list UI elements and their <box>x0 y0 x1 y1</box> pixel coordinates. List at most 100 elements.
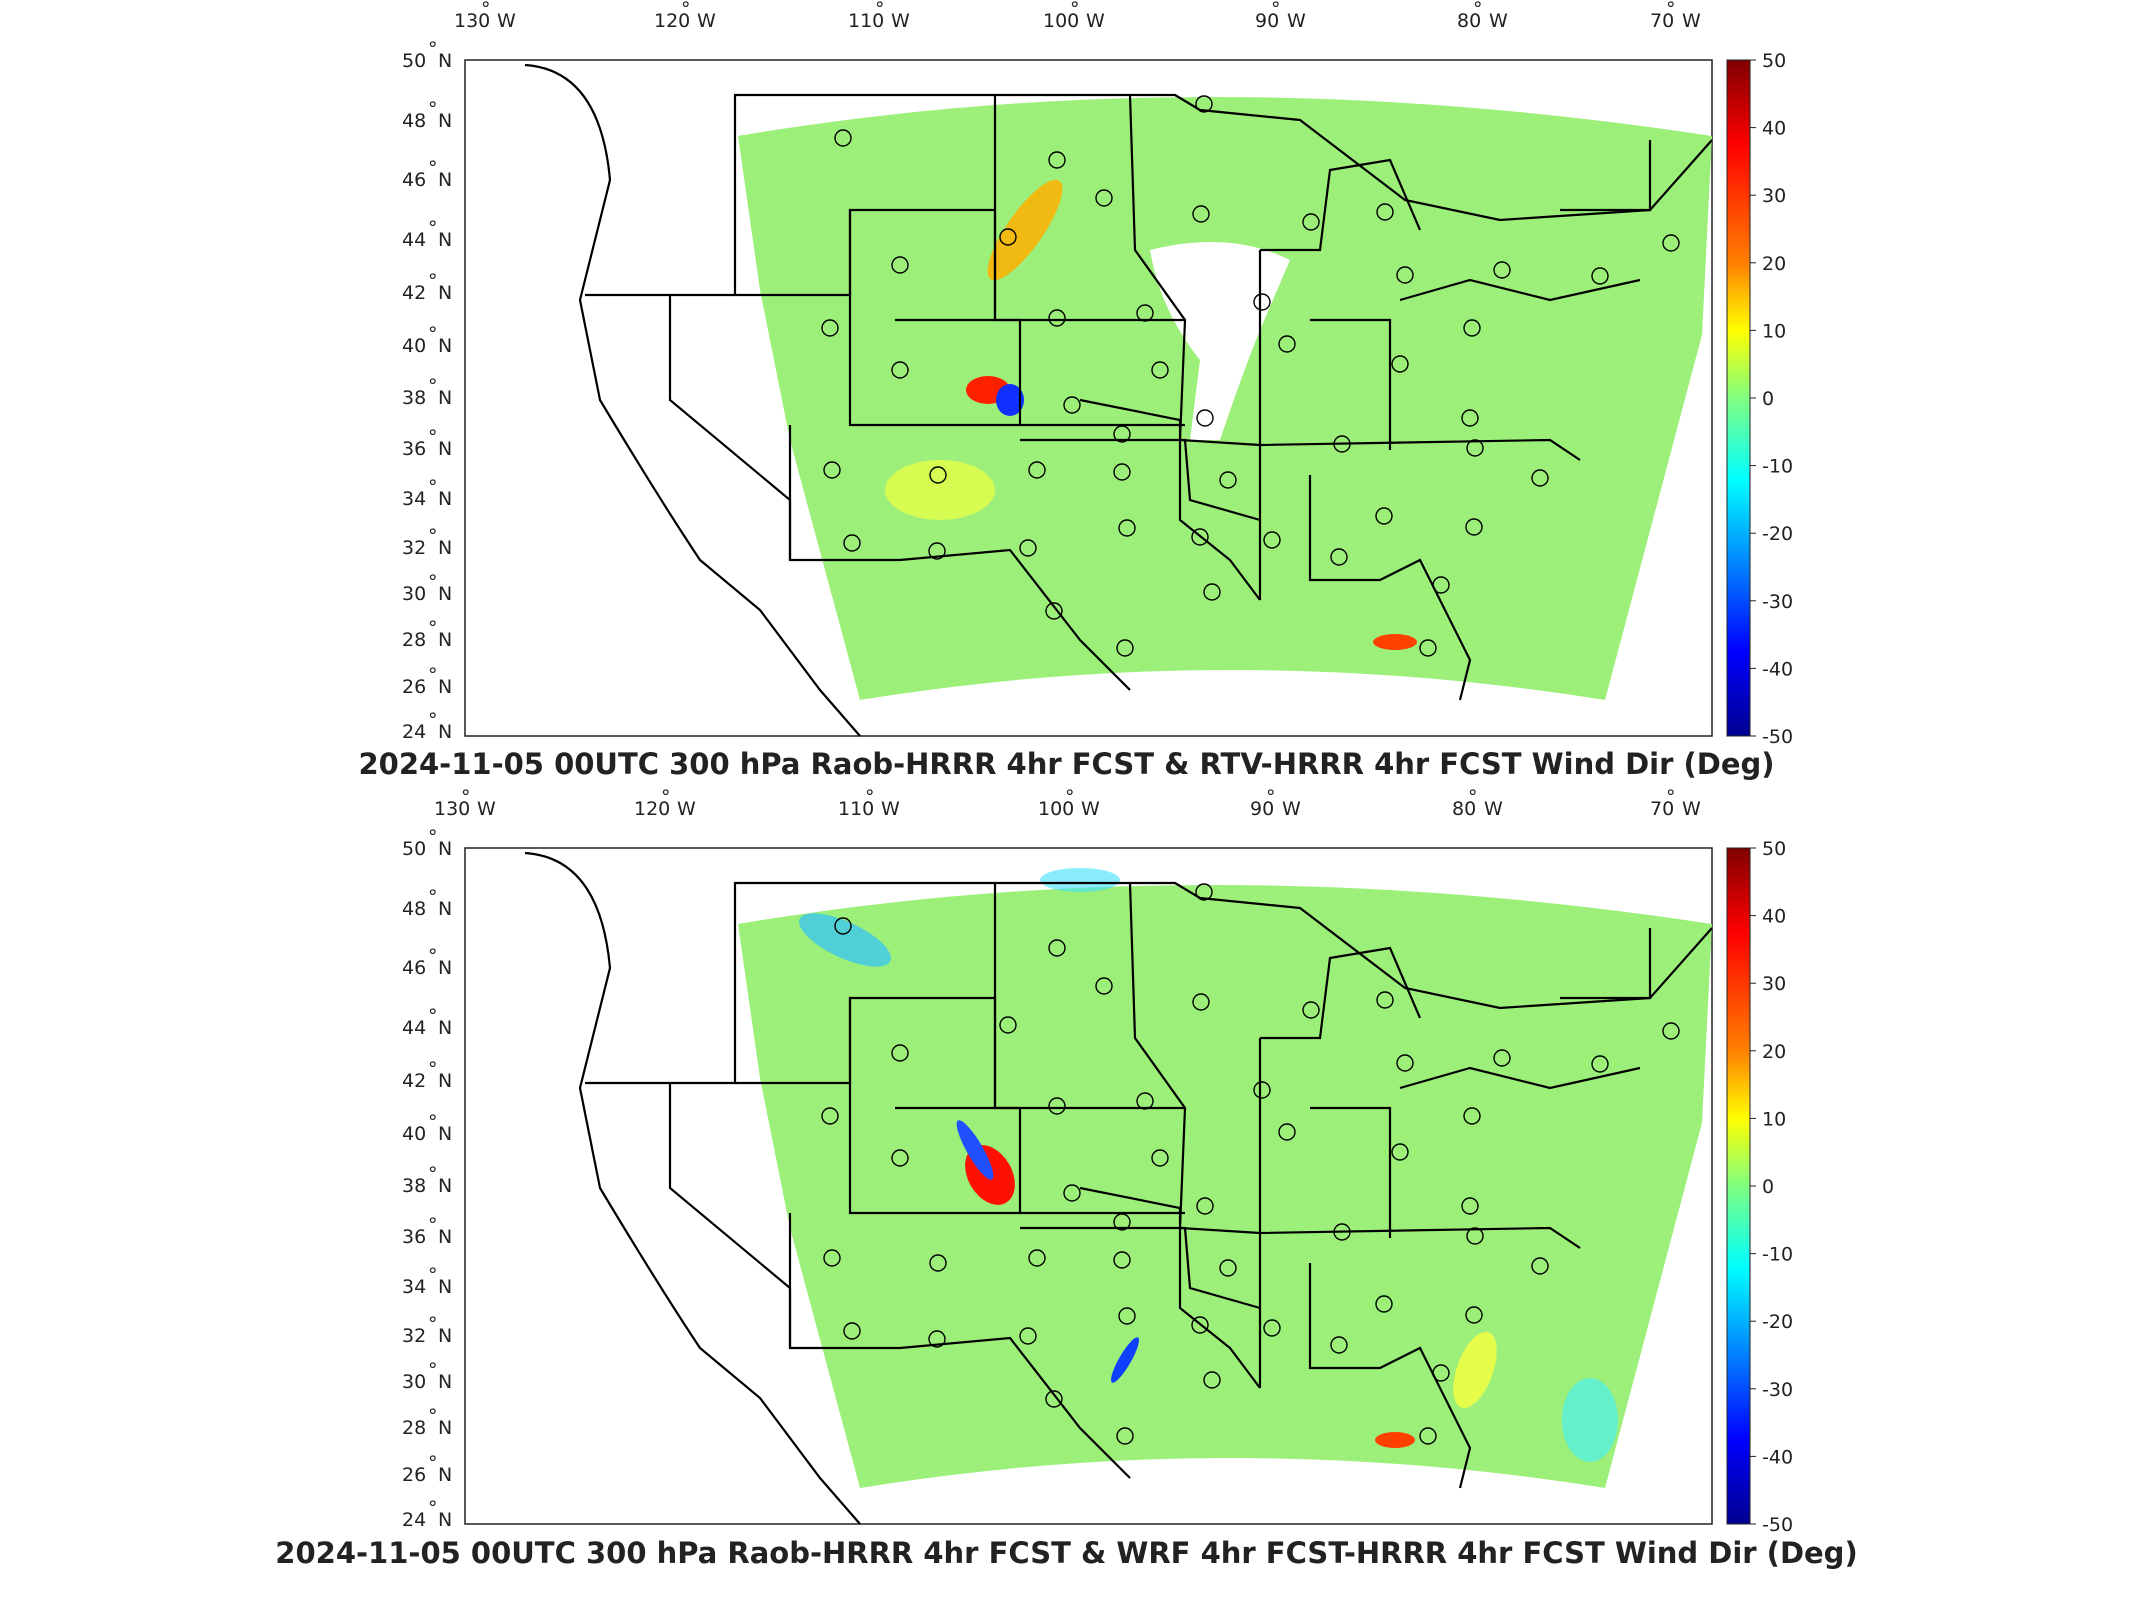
anomaly-2 <box>1040 868 1120 892</box>
degree-symbol: ° <box>428 1359 438 1381</box>
lat-label: 44 <box>402 229 426 251</box>
lat-label: 26 <box>402 1464 426 1486</box>
lat-label: 50 <box>402 838 426 860</box>
lat-label: 30 <box>402 1371 426 1393</box>
lat-label: 34 <box>402 488 426 510</box>
degree-symbol: ° <box>1468 786 1478 808</box>
lat-suffix: N <box>438 1226 452 1248</box>
colorbar-tick-label: -40 <box>1762 1446 1793 1468</box>
colorbar-tick-label: 50 <box>1762 50 1786 72</box>
lon-suffix: W <box>1682 10 1701 32</box>
map-svg-1: 130 120 110 100 90 80 70 ° W ° W ° W ° W… <box>402 0 1793 748</box>
lat-label: 32 <box>402 537 426 559</box>
lon-label: 130 <box>454 10 490 32</box>
colorbar-tick-label: 0 <box>1762 1176 1774 1198</box>
colorbar-tick-label: -50 <box>1762 1514 1793 1536</box>
lon-label: 90 <box>1250 798 1274 820</box>
lon-label: 80 <box>1457 10 1481 32</box>
lon-label: 100 <box>1038 798 1074 820</box>
lat-suffix: N <box>438 1017 452 1039</box>
degree-symbol: ° <box>428 945 438 967</box>
data-field-2 <box>738 885 1712 1488</box>
lat-label: 50 <box>402 50 426 72</box>
degree-symbol: ° <box>428 157 438 179</box>
lat-suffix: N <box>438 488 452 510</box>
degree-symbol: ° <box>428 1452 438 1474</box>
lat-label: 32 <box>402 1325 426 1347</box>
lat-label: 40 <box>402 335 426 357</box>
lon-suffix: W <box>1081 798 1100 820</box>
degree-symbol: ° <box>481 0 491 20</box>
lon-suffix: W <box>697 10 716 32</box>
degree-symbol: ° <box>428 217 438 239</box>
lat-label: 42 <box>402 1070 426 1092</box>
lat-suffix: N <box>438 1464 452 1486</box>
lat-suffix: N <box>438 629 452 651</box>
degree-symbol: ° <box>428 1313 438 1335</box>
colorbar-tick-label: -30 <box>1762 591 1793 613</box>
lat-suffix: N <box>438 110 452 132</box>
degree-symbol: ° <box>428 571 438 593</box>
stations-2 <box>821 883 1680 1445</box>
lon-label: 70 <box>1650 798 1674 820</box>
lat-suffix: N <box>438 1175 452 1197</box>
degree-symbol: ° <box>428 375 438 397</box>
lat-suffix: N <box>438 335 452 357</box>
anomaly-5 <box>1373 634 1417 650</box>
lon-suffix: W <box>677 798 696 820</box>
degree-symbol: ° <box>1666 786 1676 808</box>
degree-symbol: ° <box>661 786 671 808</box>
colorbar-tick-label: 10 <box>1762 320 1786 342</box>
stations-1 <box>821 95 1680 657</box>
degree-symbol: ° <box>428 98 438 120</box>
map-panel-2: 130 120 110 100 90 80 70 ° W ° W ° W ° W… <box>0 786 2133 1600</box>
lat-label: 26 <box>402 676 426 698</box>
degree-symbol: ° <box>428 826 438 848</box>
lat-suffix: N <box>438 50 452 72</box>
degree-symbol: ° <box>428 886 438 908</box>
degree-symbol: ° <box>428 617 438 639</box>
degree-symbol: ° <box>428 1005 438 1027</box>
colorbar-ticks-2: 50 40 30 20 10 0 -10 -20 -30 -40 -50 <box>1750 838 1793 1536</box>
colorbar-tick-label: 0 <box>1762 388 1774 410</box>
colorbar-ticks-1: 50 40 30 20 10 0 -10 -20 -30 -40 -50 <box>1750 50 1793 748</box>
degree-symbol: ° <box>1271 0 1281 20</box>
degree-symbol: ° <box>428 525 438 547</box>
degree-symbol: ° <box>428 1214 438 1236</box>
anomaly-3 <box>996 384 1024 416</box>
colorbar-tick-label: 30 <box>1762 185 1786 207</box>
lat-suffix: N <box>438 721 452 743</box>
lat-label: 38 <box>402 387 426 409</box>
degree-symbol: ° <box>428 1111 438 1133</box>
boundaries-1 <box>524 63 1713 737</box>
lat-suffix: N <box>438 282 452 304</box>
colorbar-tick-label: 30 <box>1762 973 1786 995</box>
lat-suffix: N <box>438 438 452 460</box>
anomaly-7 <box>1453 1331 1497 1409</box>
lat-label: 36 <box>402 438 426 460</box>
lat-suffix: N <box>438 387 452 409</box>
colorbar-tick-label: 40 <box>1762 906 1786 928</box>
panel-title-1: 2024-11-05 00UTC 300 hPa Raob-HRRR 4hr F… <box>358 747 1775 781</box>
lon-suffix: W <box>497 10 516 32</box>
lon-suffix: W <box>1682 798 1701 820</box>
lon-suffix: W <box>1489 10 1508 32</box>
lon-label: 100 <box>1043 10 1079 32</box>
lon-label: 130 <box>434 798 470 820</box>
colorbar-tick-label: 10 <box>1762 1108 1786 1130</box>
degree-symbol: ° <box>1666 0 1676 20</box>
lon-suffix: W <box>881 798 900 820</box>
lat-label: 48 <box>402 110 426 132</box>
lon-label: 110 <box>848 10 884 32</box>
degree-symbol: ° <box>428 1405 438 1427</box>
lon-suffix: W <box>1484 798 1503 820</box>
lat-suffix: N <box>438 676 452 698</box>
degree-symbol: ° <box>428 323 438 345</box>
colorbar-2 <box>1726 847 1751 1525</box>
lat-suffix: N <box>438 1123 452 1145</box>
colorbar-tick-label: 20 <box>1762 253 1786 275</box>
lon-label: 120 <box>654 10 690 32</box>
degree-symbol: ° <box>428 1058 438 1080</box>
lat-labels-1: 50°N48°N46°N44°N42°N40°N38°N36°N34°N32°N… <box>402 38 452 743</box>
lat-suffix: N <box>438 537 452 559</box>
